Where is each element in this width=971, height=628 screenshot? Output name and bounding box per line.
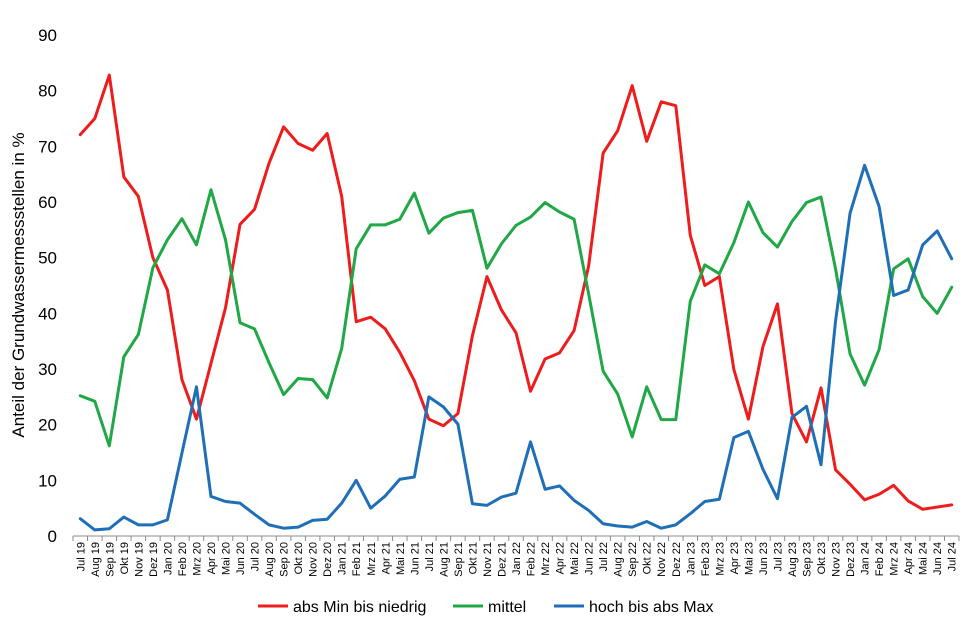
x-tick-label: Feb 21 bbox=[351, 542, 363, 576]
x-tick-label: Apr 21 bbox=[380, 542, 392, 574]
x-tick-label: Okt 21 bbox=[467, 542, 479, 574]
x-tick-label: Jun 21 bbox=[409, 542, 421, 575]
x-tick-label: Apr 24 bbox=[903, 542, 915, 574]
x-tick-label: Mai 24 bbox=[918, 542, 930, 575]
x-tick-label: Nov 21 bbox=[482, 542, 494, 577]
x-tick-label: Jan 22 bbox=[511, 542, 523, 575]
y-axis-label: Anteil der Grundwassermessstellen in % bbox=[9, 132, 28, 437]
y-tick-label: 60 bbox=[38, 193, 57, 212]
x-tick-label: Feb 23 bbox=[700, 542, 712, 576]
x-tick-label: Dez 23 bbox=[845, 542, 857, 577]
x-tick-label: Nov 23 bbox=[831, 542, 843, 577]
x-tick-label: Mrz 23 bbox=[714, 542, 726, 576]
x-tick-label: Jan 23 bbox=[685, 542, 697, 575]
y-tick-label: 0 bbox=[48, 527, 57, 546]
legend-label: mittel bbox=[488, 599, 526, 616]
x-axis-ticks: Jul 19 Aug 19 Sep 19 Okt 19 Nov 19 Dez 19 Jan … bbox=[75, 542, 958, 577]
x-tick-label: Apr 22 bbox=[555, 542, 567, 574]
x-tick-label: Dez 19 bbox=[148, 542, 160, 577]
y-axis-ticks: 0 10 20 30 40 50 60 70 80 90 bbox=[38, 26, 57, 546]
x-tick-label: Mrz 24 bbox=[889, 542, 901, 576]
y-tick-label: 40 bbox=[38, 304, 57, 323]
x-tick-label: Okt 19 bbox=[119, 542, 131, 574]
x-tick-label: Feb 22 bbox=[526, 542, 538, 576]
y-tick-label: 20 bbox=[38, 416, 57, 435]
x-tick-label: Feb 24 bbox=[874, 542, 886, 576]
x-tick-label: Jul 20 bbox=[250, 542, 262, 571]
y-tick-label: 70 bbox=[38, 137, 57, 156]
x-tick-label: Aug 21 bbox=[438, 542, 450, 577]
x-tick-label: Mai 20 bbox=[221, 542, 233, 575]
x-tick-label: Sep 19 bbox=[104, 542, 116, 577]
series-line-0 bbox=[78, 73, 954, 511]
x-tick-label: Jul 19 bbox=[75, 542, 87, 571]
x-tick-label: Aug 23 bbox=[787, 542, 799, 577]
series-line-2 bbox=[78, 163, 954, 532]
x-tick-label: Jun 24 bbox=[932, 542, 944, 575]
legend-label: hoch bis abs Max bbox=[589, 599, 714, 616]
x-tick-label: Apr 23 bbox=[729, 542, 741, 574]
x-tick-label: Jul 22 bbox=[598, 542, 610, 571]
x-tick-label: Jan 24 bbox=[860, 542, 872, 575]
x-tick-label: Sep 20 bbox=[279, 542, 291, 577]
x-tick-label: Sep 22 bbox=[627, 542, 639, 577]
y-tick-label: 80 bbox=[38, 82, 57, 101]
x-tick-label: Jul 21 bbox=[424, 542, 436, 571]
x-tick-label: Aug 22 bbox=[613, 542, 625, 577]
x-tick-label: Jul 23 bbox=[772, 542, 784, 571]
x-tick-label: Mrz 20 bbox=[191, 542, 203, 576]
x-tick-label: Nov 22 bbox=[656, 542, 668, 577]
x-tick-label: Jun 22 bbox=[584, 542, 596, 575]
legend: abs Min bis niedrig mittel hoch bis abs Ma… bbox=[258, 599, 714, 616]
x-tick-label: Mai 23 bbox=[743, 542, 755, 575]
x-tick-label: Mai 21 bbox=[395, 542, 407, 575]
series-line-1 bbox=[78, 188, 954, 448]
x-tick-label: Okt 20 bbox=[293, 542, 305, 574]
y-tick-label: 10 bbox=[38, 471, 57, 490]
y-tick-label: 90 bbox=[38, 26, 57, 45]
axes bbox=[72, 535, 960, 541]
x-tick-label: Jun 20 bbox=[235, 542, 247, 575]
x-tick-label: Okt 23 bbox=[816, 542, 828, 574]
x-tick-label: Sep 23 bbox=[801, 542, 813, 577]
x-tick-label: Jan 20 bbox=[162, 542, 174, 575]
x-tick-label: Aug 19 bbox=[90, 542, 102, 577]
x-tick-label: Jan 21 bbox=[337, 542, 349, 575]
series-lines bbox=[78, 73, 954, 532]
y-tick-label: 30 bbox=[38, 360, 57, 379]
x-tick-label: Nov 20 bbox=[308, 542, 320, 577]
x-tick-label: Okt 22 bbox=[642, 542, 654, 574]
x-tick-label: Nov 19 bbox=[133, 542, 145, 577]
x-tick-label: Sep 21 bbox=[453, 542, 465, 577]
x-tick-label: Dez 20 bbox=[322, 542, 334, 577]
y-tick-label: 50 bbox=[38, 249, 57, 268]
x-tick-label: Mrz 21 bbox=[366, 542, 378, 576]
x-tick-label: Apr 20 bbox=[206, 542, 218, 574]
x-tick-label: Jul 24 bbox=[947, 542, 959, 571]
x-tick-label: Jun 23 bbox=[758, 542, 770, 575]
x-tick-label: Dez 22 bbox=[671, 542, 683, 577]
x-tick-label: Aug 20 bbox=[264, 542, 276, 577]
x-tick-label: Feb 20 bbox=[177, 542, 189, 576]
legend-label: abs Min bis niedrig bbox=[293, 599, 426, 616]
x-tick-label: Dez 21 bbox=[496, 542, 508, 577]
x-tick-label: Mai 22 bbox=[569, 542, 581, 575]
x-tick-label: Mrz 22 bbox=[540, 542, 552, 576]
